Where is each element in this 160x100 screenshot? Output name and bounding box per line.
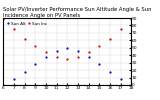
Sun Alt [2,84,4,86]
Sun Inc [24,38,25,39]
Sun Inc [130,18,132,19]
Legend: Sun Alt, Sun Inc: Sun Alt, Sun Inc [5,21,48,26]
Sun Alt [109,71,111,72]
Sun Inc [56,56,57,57]
Sun Alt [120,78,121,80]
Sun Inc [13,29,15,30]
Sun Inc [109,38,111,39]
Line: Sun Inc: Sun Inc [2,18,132,60]
Sun Alt [77,50,79,51]
Sun Alt [66,47,68,48]
Sun Alt [45,56,47,57]
Sun Inc [120,29,121,30]
Sun Alt [13,78,15,80]
Sun Inc [98,46,100,47]
Sun Inc [45,52,47,53]
Sun Alt [24,71,25,72]
Sun Inc [77,56,79,57]
Sun Alt [34,64,36,65]
Sun Alt [88,56,89,57]
Sun Alt [56,50,57,51]
Sun Alt [130,84,132,86]
Sun Alt [98,64,100,65]
Line: Sun Alt: Sun Alt [2,47,132,86]
Sun Inc [34,46,36,47]
Text: Solar PV/Inverter Performance Sun Altitude Angle & Sun Incidence Angle on PV Pan: Solar PV/Inverter Performance Sun Altitu… [3,7,152,18]
Sun Inc [88,52,89,53]
Sun Inc [66,58,68,60]
Sun Inc [2,18,4,19]
